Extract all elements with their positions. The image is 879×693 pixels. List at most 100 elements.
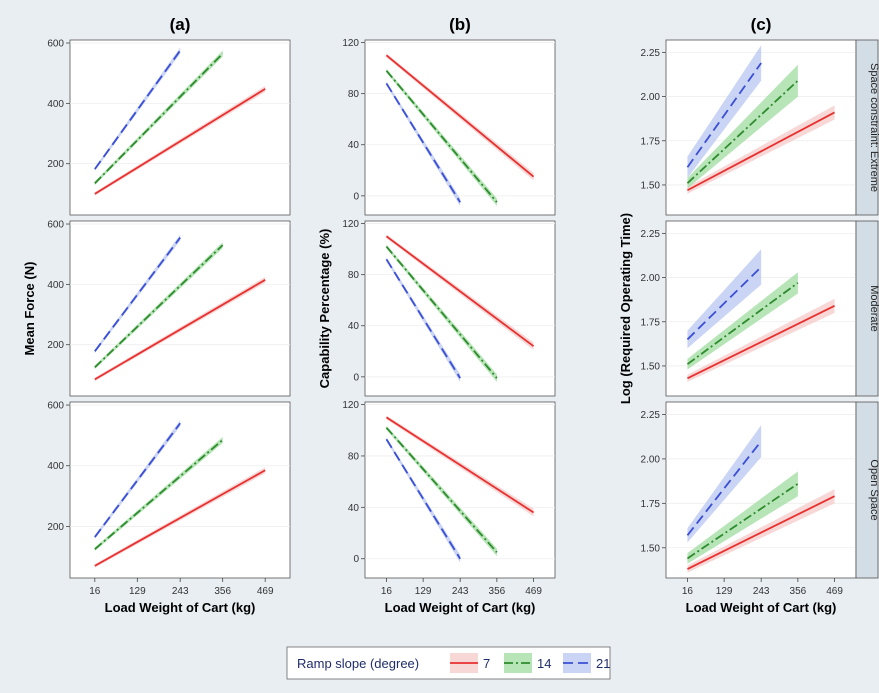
y-tick-label: 400 [47,280,64,291]
panel-c-row-3: 1.50 1.75 2.00 2.25 16 129 243 356 469 [641,401,857,597]
y-tick-label: 200 [47,522,64,533]
panel-b-row-2: 0 40 80 120 [342,219,556,397]
series-line-slope-7 [385,416,535,514]
series-line-slope-14 [94,244,224,368]
y-tick-label: 120 [342,400,359,411]
series-line-slope-7 [385,235,535,347]
row-strip [855,39,879,216]
y-tick-label: 40 [348,140,360,151]
y-tick-label: 1.50 [641,180,661,191]
series-line-slope-14 [94,52,224,184]
y-tick-label: 0 [353,554,359,565]
y-tick-label: 120 [342,38,359,49]
series-line-slope-21 [94,422,181,538]
confidence-band-slope-14 [687,272,798,370]
y-tick-label: 80 [348,89,360,100]
x-tick-label: 469 [525,586,542,597]
x-axis-label: Load Weight of Cart (kg) [385,600,536,615]
y-tick-label: 0 [353,191,359,202]
panel-background [69,401,291,579]
y-tick-label: 2.25 [641,410,661,421]
y-tick-label: 2.25 [641,229,661,240]
legend: Ramp slope (degree) 7 14 21 [286,646,611,680]
y-tick-label: 600 [47,220,64,231]
y-tick-label: 2.00 [641,454,661,465]
series-line-slope-7 [385,54,535,178]
panel-c-row-2: 1.50 1.75 2.00 2.25 [641,220,857,397]
y-tick-label: 1.75 [641,499,661,510]
series-line-slope-14 [94,439,224,550]
y-tick-label: 120 [342,219,359,230]
panel-b-row-3: 0 40 80 120 16 129 243 356 469 [342,400,556,597]
x-tick-label: 129 [129,586,146,597]
row-strip-label: Open Space [868,459,879,520]
panel-a-row-1: 200 400 600 [47,39,291,216]
series-line-slope-21 [686,266,762,341]
y-axis-label: Capability Percentage (%) [317,229,332,389]
x-tick-label: 129 [415,586,432,597]
y-tick-label: 2.00 [641,273,661,284]
confidence-band-slope-14 [687,471,798,564]
series-line-slope-7 [94,469,266,567]
x-tick-label: 129 [716,586,733,597]
y-tick-label: 2.00 [641,92,661,103]
panel-background [69,220,291,397]
y-axis-label: Mean Force (N) [22,262,37,356]
legend-label: 7 [483,656,490,671]
row-strip-label: Space constraint: Extreme [868,63,879,192]
column-title: (c) [751,15,772,34]
panel-a-row-3: 200 400 600 16 129 243 356 469 [47,401,291,597]
series-line-slope-14 [686,282,799,365]
row-strip [855,401,879,579]
x-tick-label: 469 [257,586,274,597]
x-tick-label: 243 [753,586,770,597]
confidence-band-slope-21 [687,425,762,543]
panel-c-row-1: 1.50 1.75 2.00 2.25 [641,39,857,216]
y-tick-label: 600 [47,39,64,50]
panel-b-row-1: 0 40 80 120 [342,38,556,216]
series-line-slope-7 [94,88,266,195]
row-strip-label: Moderate [868,285,879,331]
series-line-slope-7 [687,305,835,380]
x-tick-label: 16 [89,586,101,597]
x-tick-label: 356 [790,586,807,597]
legend-box [286,646,611,680]
legend-title: Ramp slope (degree) [297,656,419,671]
panel-a-row-2: 200 400 600 [47,220,291,397]
x-axis-label: Load Weight of Cart (kg) [686,600,837,615]
x-tick-label: 243 [172,586,189,597]
y-tick-label: 40 [348,503,360,514]
y-tick-label: 40 [348,321,360,332]
series-line-slope-21 [385,82,461,203]
series-line-slope-21 [385,438,461,560]
y-tick-label: 400 [47,99,64,110]
x-tick-label: 356 [214,586,231,597]
legend-label: 21 [596,656,610,671]
panel-background [364,39,556,216]
series-line-slope-21 [385,258,461,379]
y-tick-label: 200 [47,340,64,351]
legend-label: 14 [537,656,551,671]
x-axis-label: Load Weight of Cart (kg) [105,600,256,615]
x-tick-label: 356 [489,586,506,597]
series-line-slope-7 [94,279,266,381]
series-line-slope-7 [687,111,835,192]
series-line-slope-7 [687,495,835,570]
column-title: (b) [449,15,471,34]
series-line-slope-14 [686,483,799,560]
y-tick-label: 1.75 [641,136,661,147]
y-tick-label: 1.50 [641,361,661,372]
y-tick-label: 0 [353,372,359,383]
x-tick-label: 16 [381,586,393,597]
y-tick-label: 80 [348,270,360,281]
x-tick-label: 16 [682,586,694,597]
x-tick-label: 469 [826,586,843,597]
y-tick-label: 1.50 [641,543,661,554]
panel-background [364,401,556,579]
y-tick-label: 200 [47,159,64,170]
y-tick-label: 600 [47,401,64,412]
y-tick-label: 1.75 [641,317,661,328]
series-line-slope-21 [94,50,181,170]
y-tick-label: 2.25 [641,48,661,59]
